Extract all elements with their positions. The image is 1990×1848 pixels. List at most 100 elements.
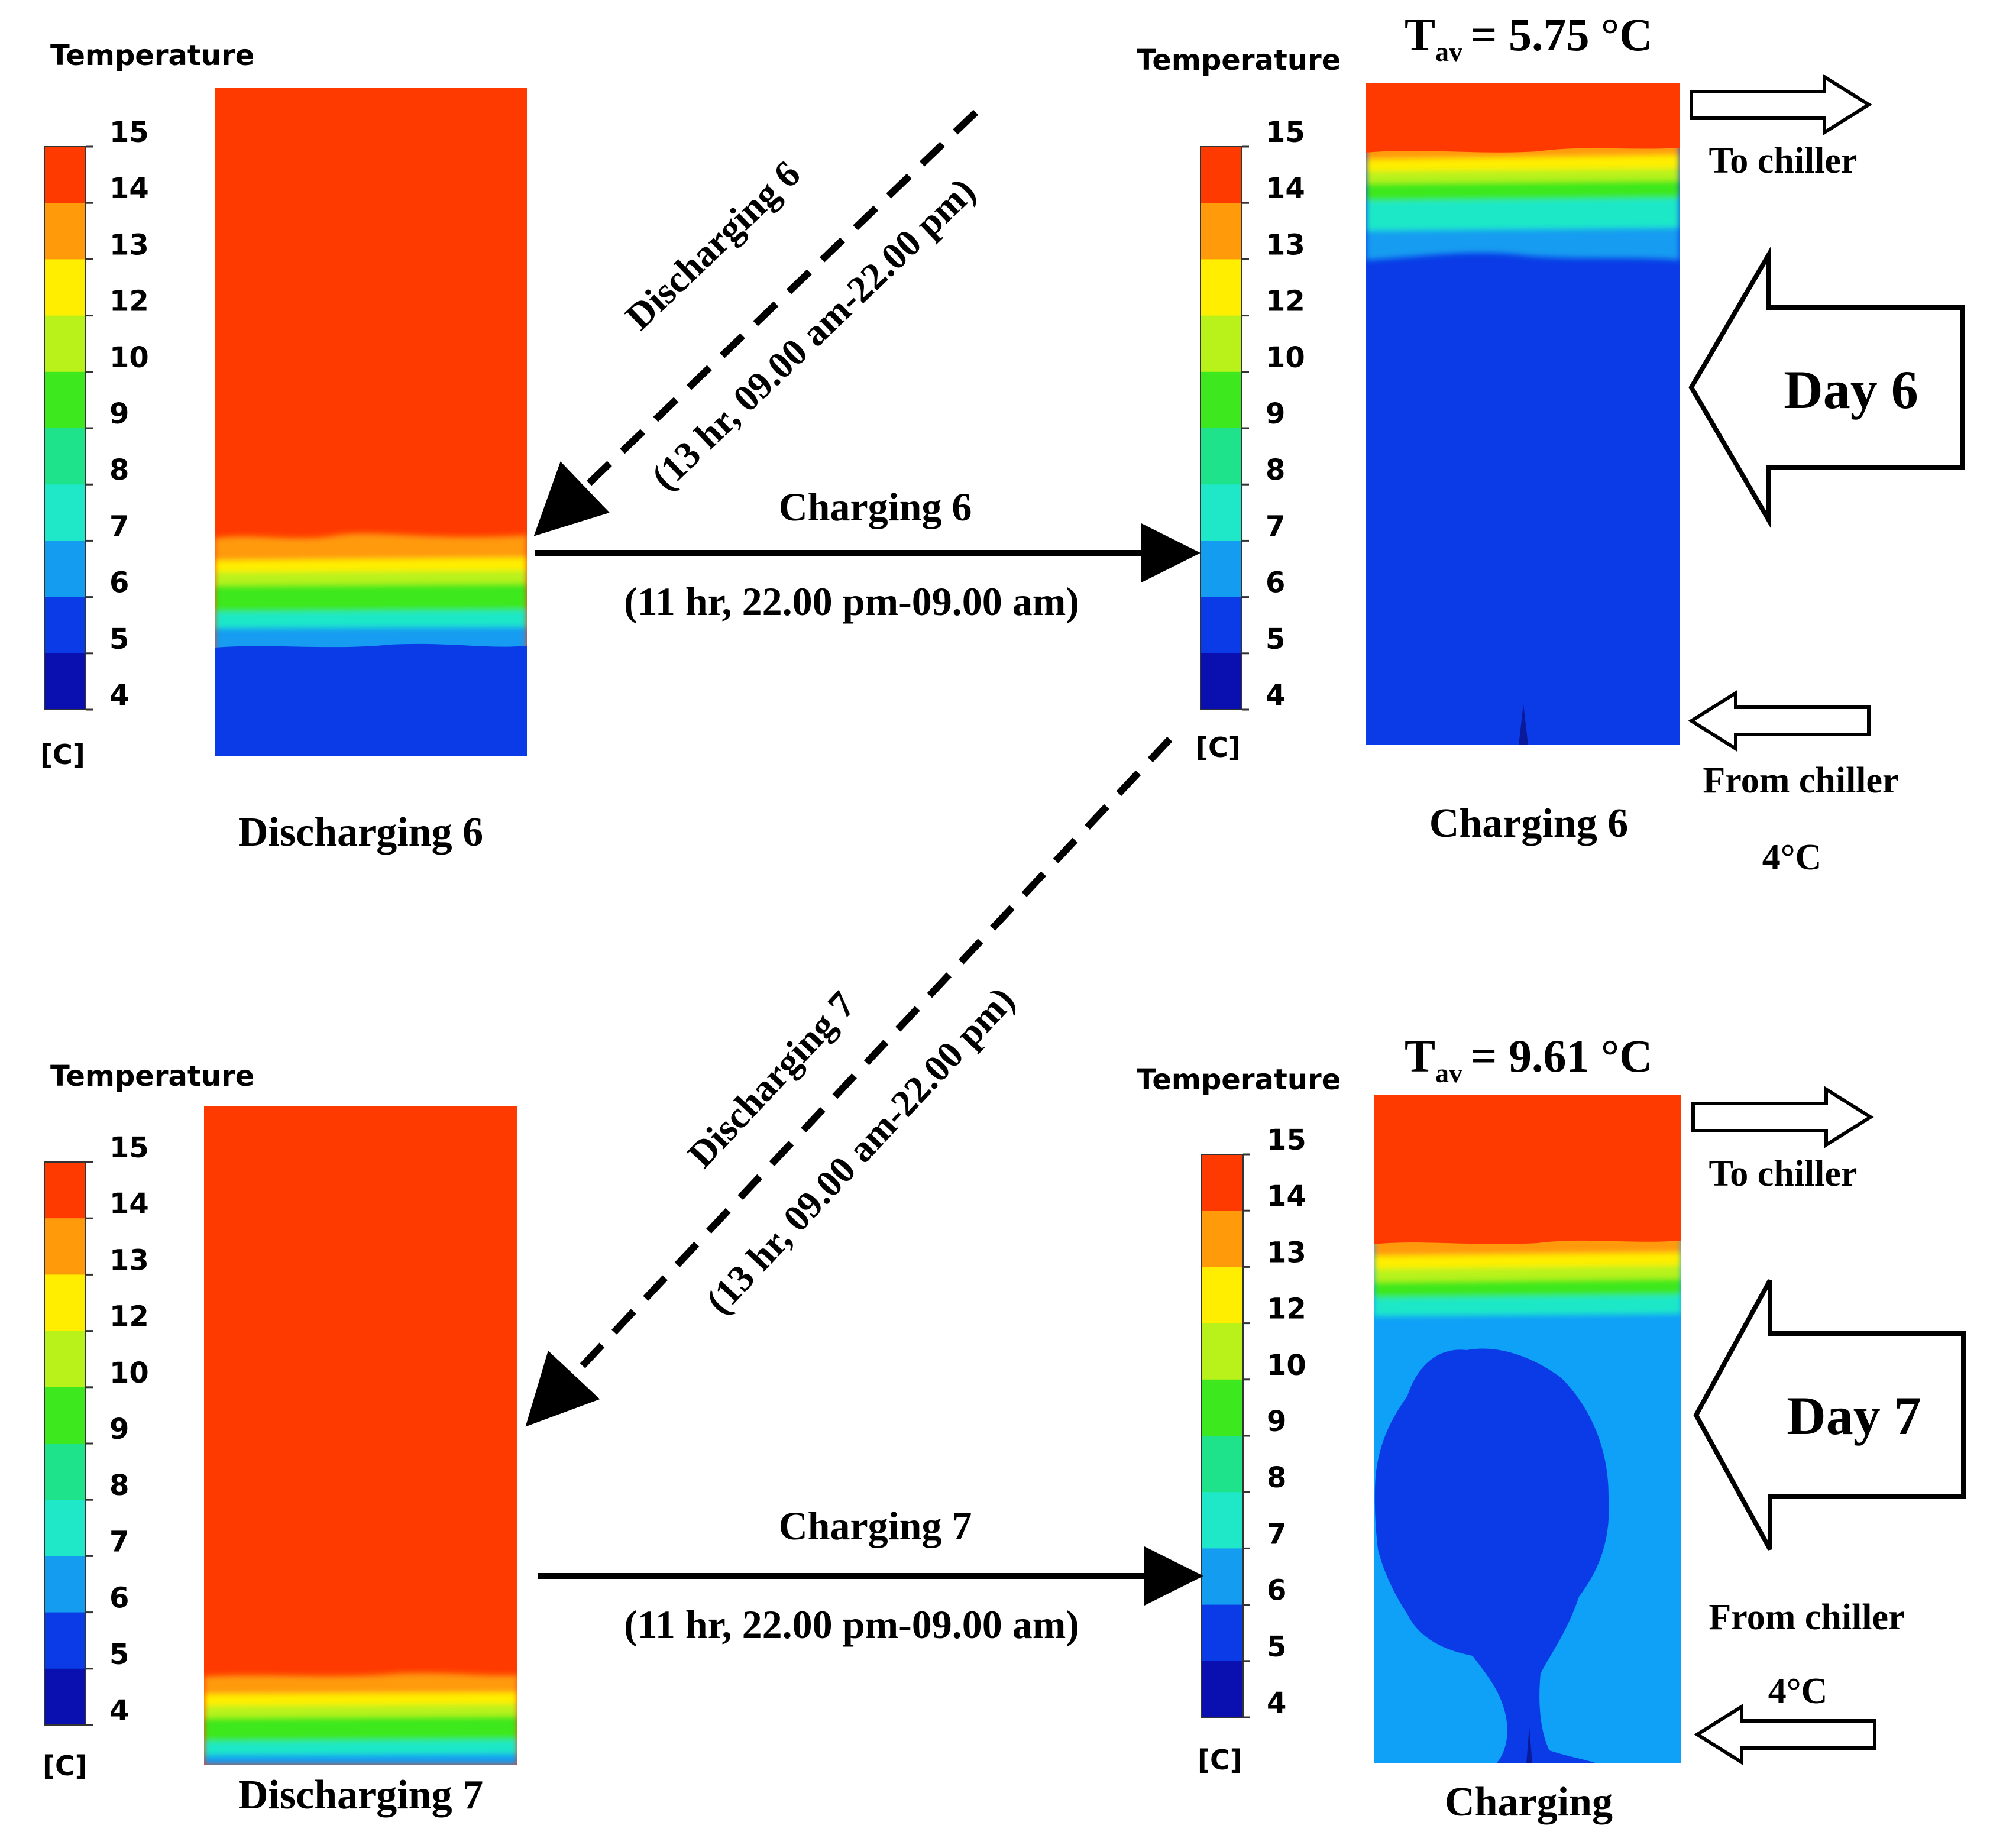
colorbar-tick-label: 9 <box>1266 397 1285 431</box>
colorbar-tick-label: 7 <box>109 1525 129 1558</box>
colorbar-band <box>1201 597 1242 654</box>
tav-symbol: T <box>1405 9 1435 60</box>
colorbar-tick-label: 10 <box>109 341 149 374</box>
colorbar-tick-label: 13 <box>109 1244 149 1277</box>
colorbar-bottom-right: Temperature 15 14 13 12 10 9 8 7 6 5 4 [C] <box>1137 1063 1341 1776</box>
colorbar-tick-label: 4 <box>1266 679 1285 712</box>
colorbar-band <box>44 1668 86 1726</box>
colorbar-tick-label: 14 <box>1266 172 1305 205</box>
colorbar-band <box>44 1218 86 1275</box>
flow-duration: (11 hr, 22.00 pm-09.00 am) <box>624 1602 1079 1647</box>
colorbar-band <box>1201 315 1242 373</box>
colorbar-tick-label: 12 <box>1266 285 1305 318</box>
colorbar-band <box>1202 1548 1243 1606</box>
average-temperature: Tav = 9.61 °C <box>1405 1030 1653 1088</box>
colorbar-tick-label: 6 <box>109 567 129 600</box>
colorbar-band <box>1202 1492 1243 1549</box>
inlet-temperature: 4°C <box>1768 1671 1828 1711</box>
flow-discharging-7: Discharging 7 (13 hr, 09.00 am-22.00 pm) <box>525 736 1173 1427</box>
colorbar-band <box>44 484 86 541</box>
colorbar-band <box>1202 1379 1243 1436</box>
colorbar-tick-label: 14 <box>1267 1180 1306 1213</box>
flow-label: Charging 7 <box>779 1503 972 1548</box>
chiller-day-6: To chiller From chiller 4°C Day 6 <box>1688 73 1965 878</box>
colorbar-title: Temperature <box>1137 44 1341 77</box>
colorbar-tick-label: 15 <box>109 1131 149 1164</box>
colorbar-band <box>44 597 86 654</box>
panel-caption: Charging <box>1445 1779 1613 1825</box>
colorbar-band <box>1202 1436 1243 1493</box>
colorbar-scale: 15 14 13 12 10 9 8 7 6 5 4 <box>1201 1124 1306 1720</box>
colorbar-tick-label: 10 <box>1267 1349 1306 1382</box>
to-chiller-label: To chiller <box>1709 141 1858 181</box>
colorbar-band <box>44 1387 86 1444</box>
flow-charging-6: Charging 6 (11 hr, 22.00 pm-09.00 am) <box>535 484 1201 624</box>
colorbar-tick-label: 8 <box>1267 1461 1286 1494</box>
contour-charging-7 <box>1374 1095 1681 1763</box>
colorbar-tick-label: 8 <box>109 1469 129 1502</box>
panel-charging-7: Tav = 9.61 °C Charging <box>1374 1030 1681 1825</box>
tav-symbol: T <box>1405 1030 1435 1082</box>
band-sky <box>204 1754 517 1765</box>
to-chiller-arrow-icon <box>1690 73 1872 136</box>
colorbar-tick-label: 9 <box>1267 1405 1286 1438</box>
flow-discharging-6: Discharging 6 (13 hr, 09.00 am-22.00 pm) <box>533 109 983 536</box>
colorbar-band <box>44 1612 86 1669</box>
colorbar-band <box>44 1162 86 1219</box>
panel-charging-6: Tav = 5.75 °C Charging 6 <box>1366 9 1680 846</box>
panel-discharging-7: Discharging 7 <box>204 1106 517 1818</box>
colorbar-tick-label: 14 <box>109 1187 149 1221</box>
colorbar-tick-label: 6 <box>1267 1574 1286 1607</box>
colorbar-top-left: Temperature 15 14 13 12 10 9 8 7 6 5 4 [C] <box>40 39 254 771</box>
colorbar-band <box>44 1500 86 1556</box>
colorbar-band <box>1201 203 1242 260</box>
colorbar-unit: [C] <box>1196 732 1241 763</box>
colorbar-tick-label: 7 <box>1267 1517 1286 1551</box>
region-warm <box>1366 83 1680 153</box>
from-chiller-arrow-icon <box>1694 1703 1876 1766</box>
colorbar-scale: 15 14 13 12 10 9 8 7 6 5 4 <box>1200 116 1305 712</box>
colorbar-band <box>44 541 86 598</box>
colorbar-band <box>44 1444 86 1500</box>
average-temperature: Tav = 5.75 °C <box>1405 9 1653 67</box>
from-chiller-label: From chiller <box>1709 1597 1904 1637</box>
panel-discharging-6: Discharging 6 <box>215 88 527 855</box>
colorbar-tick-label: 5 <box>109 623 129 656</box>
contour-discharging-6 <box>215 88 527 756</box>
flow-duration: (13 hr, 09.00 am-22.00 pm) <box>643 170 983 498</box>
colorbar-band <box>1201 484 1242 541</box>
colorbar-tick-label: 15 <box>109 116 149 149</box>
colorbar-tick-label: 13 <box>1267 1236 1306 1269</box>
panel-caption: Discharging 7 <box>238 1772 483 1818</box>
region-cold <box>215 643 527 756</box>
to-chiller-label: To chiller <box>1709 1154 1858 1194</box>
colorbar-tick-label: 13 <box>109 228 149 261</box>
day-arrow-icon <box>1688 247 1965 528</box>
chiller-day-7: To chiller From chiller 4°C Day 7 <box>1691 1086 1966 1766</box>
arrow-discharging-6 <box>533 109 979 536</box>
colorbar-tick-label: 5 <box>1266 623 1285 656</box>
day-label: Day 6 <box>1784 360 1918 420</box>
colorbar-band <box>1202 1661 1243 1718</box>
colorbar-band <box>44 203 86 260</box>
colorbar-unit: [C] <box>1198 1744 1242 1776</box>
colorbar-tick-label: 5 <box>1267 1630 1286 1663</box>
colorbar-tick-label: 9 <box>109 397 129 431</box>
colorbar-tick-label: 4 <box>109 1694 129 1727</box>
colorbar-band <box>1201 371 1242 429</box>
colorbar-tick-label: 5 <box>109 1638 129 1671</box>
region-cold-plume <box>1374 1348 1609 1763</box>
colorbar-band <box>1201 653 1242 710</box>
colorbar-band <box>44 259 86 316</box>
colorbar-scale: 15 14 13 12 10 9 8 7 6 5 4 <box>44 116 149 712</box>
colorbar-bottom-left: Temperature 15 14 13 12 10 9 8 7 6 5 4 [C] <box>43 1060 254 1782</box>
colorbar-band <box>1202 1604 1243 1662</box>
colorbar-band <box>1201 259 1242 316</box>
flow-duration: (11 hr, 22.00 pm-09.00 am) <box>624 579 1079 624</box>
from-chiller-label: From chiller <box>1703 760 1898 801</box>
tav-value: = 5.75 °C <box>1471 9 1652 60</box>
day-arrow-icon <box>1693 1279 1966 1551</box>
colorbar-tick-label: 10 <box>109 1357 149 1390</box>
contour-discharging-7 <box>204 1106 517 1765</box>
region-warm <box>1374 1095 1681 1244</box>
